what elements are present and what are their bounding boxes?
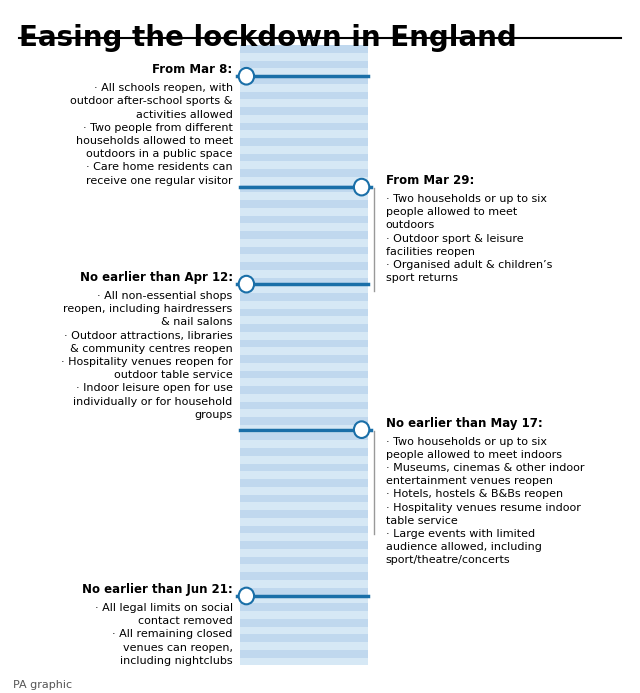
Text: · Two households or up to six
people allowed to meet indoors
· Museums, cinemas : · Two households or up to six people all… [386,437,584,565]
Text: No earlier than Apr 12:: No earlier than Apr 12: [79,271,233,284]
Text: · All non-essential shops
reopen, including hairdressers
& nail salons
· Outdoor: · All non-essential shops reopen, includ… [61,291,233,420]
Text: JUN: JUN [287,616,318,631]
Text: APR: APR [285,290,320,306]
Text: · All schools reopen, with
outdoor after-school sports &
activities allowed
· Tw: · All schools reopen, with outdoor after… [70,83,233,186]
Text: From Mar 29:: From Mar 29: [386,174,474,187]
Text: · Two households or up to six
people allowed to meet
outdoors
· Outdoor sport & : · Two households or up to six people all… [386,194,552,283]
Text: No earlier than May 17:: No earlier than May 17: [386,416,542,430]
Text: Easing the lockdown in England: Easing the lockdown in England [19,24,517,52]
Text: PA graphic: PA graphic [13,680,72,690]
Text: From Mar 8:: From Mar 8: [152,63,233,76]
Text: · All legal limits on social
contact removed
· All remaining closed
venues can r: · All legal limits on social contact rem… [95,603,233,666]
Text: No earlier than Jun 21:: No earlier than Jun 21: [82,583,233,596]
Text: MAR: MAR [284,117,322,132]
Text: MAY: MAY [285,464,321,479]
